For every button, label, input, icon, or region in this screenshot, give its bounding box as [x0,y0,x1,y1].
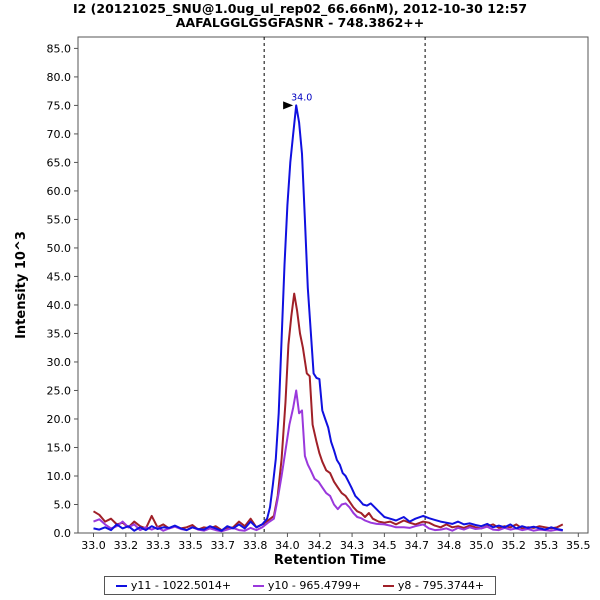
legend-swatch [115,584,127,587]
x-tick-label: 33.0 [81,539,106,552]
y-tick-label: 5.0 [54,498,72,511]
legend-swatch [382,584,394,587]
x-tick-label: 33.3 [146,539,171,552]
x-tick-label: 35.0 [469,539,494,552]
y-tick-label: 75.0 [47,99,72,112]
y-tick-label: 50.0 [47,242,72,255]
y-tick-label: 80.0 [47,71,72,84]
peak-annotation-group: 34.0 [283,92,312,110]
x-tick-label: 34.7 [404,539,429,552]
x-axis: 33.0 33.2 33.3 33.5 33.7 33.8 34.0 34.2 34.3 34.5… [81,533,591,552]
y-tick-label: 65.0 [47,156,72,169]
series-lines [92,104,564,533]
chart-subtitle: AAFALGGLGSGFASNR - 748.3862++ [175,15,425,30]
y-tick-label: 0.0 [54,527,72,540]
y-tick-label: 55.0 [47,213,72,226]
chart-title: I2 (20121025_SNU@1.0ug_ul_rep02_66.66nM)… [72,1,528,16]
x-tick-label: 35.5 [566,539,591,552]
x-tick-label: 33.8 [243,539,268,552]
y-tick-label: 45.0 [47,270,72,283]
legend-label: y11 - 1022.5014+ [130,579,232,592]
y-tick-label: 70.0 [47,128,72,141]
x-tick-label: 34.3 [340,539,365,552]
x-tick-label: 35.3 [534,539,559,552]
plot-area [77,36,589,534]
y-tick-label: 40.0 [47,299,72,312]
legend-item: y11 - 1022.5014+ [115,579,232,592]
x-tick-label: 33.5 [178,539,203,552]
x-tick-label: 33.2 [114,539,139,552]
y-axis: 0.0 5.0 10.0 15.0 20.0 25.0 30.0 35.0 40.0 45.0 50… [47,42,78,540]
y-tick-label: 85.0 [47,42,72,55]
y-tick-label: 15.0 [47,441,72,454]
legend-swatch [252,584,264,587]
x-axis-label: Retention Time [274,553,386,568]
chromatogram-chart: 0.0 5.0 10.0 15.0 20.0 25.0 30.0 35.0 40.0 45.0 50… [14,36,591,568]
legend-item: y10 - 965.4799+ [252,579,362,592]
legend-label: y10 - 965.4799+ [267,579,362,592]
peak-label: 34.0 [291,92,312,103]
x-tick-label: 35.2 [501,539,526,552]
chart-legend: y11 - 1022.5014+ y10 - 965.4799+ y8 - 795.… [104,576,496,595]
series-line [93,104,563,532]
x-tick-label: 33.7 [211,539,236,552]
y-tick-label: 60.0 [47,185,72,198]
y-tick-label: 30.0 [47,356,72,369]
x-tick-label: 34.8 [437,539,462,552]
y-tick-label: 35.0 [47,327,72,340]
y-tick-label: 20.0 [47,413,72,426]
legend-label: y8 - 795.3744+ [397,579,485,592]
y-axis-label: Intensity 10^3 [14,231,29,339]
y-tick-label: 10.0 [47,470,72,483]
peak-marker-icon [283,101,294,110]
integration-bounds [263,37,426,533]
x-tick-label: 34.0 [275,539,300,552]
x-tick-label: 34.2 [307,539,332,552]
legend-item: y8 - 795.3744+ [382,579,485,592]
x-tick-label: 34.5 [372,539,397,552]
y-tick-label: 25.0 [47,384,72,397]
